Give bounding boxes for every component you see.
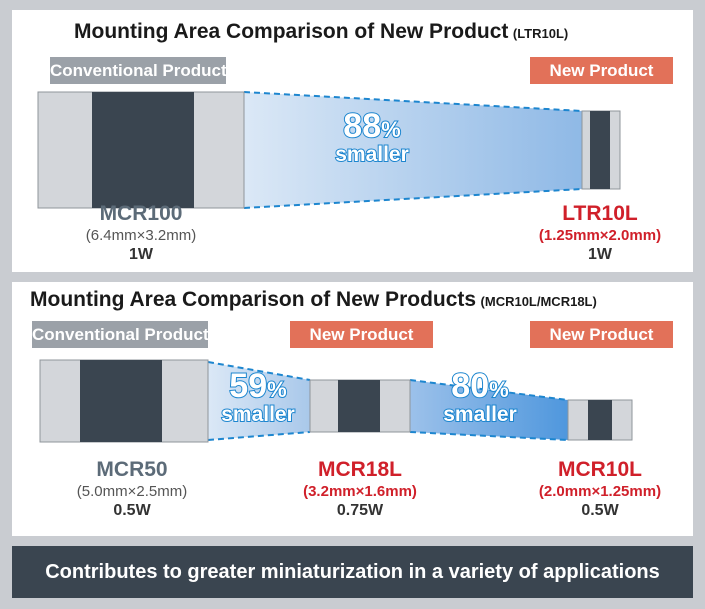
panel-title-sub: (MCR10L/MCR18L) [480,294,597,309]
size-comparison-graphic [37,91,621,209]
conventional-product-tag: Conventional Product [50,57,227,84]
mcr18l-resistor [309,379,411,433]
mcr100-label: MCR100 (6.4mm×3.2mm) 1W [71,202,211,265]
comparison-panel-ltr10l: Mounting Area Comparison of New Product … [12,10,693,272]
mcr18l-label: MCR18L (3.2mm×1.6mm) 0.75W [280,458,440,521]
product-power: 0.5W [113,502,151,519]
ltr10l-resistor [581,110,621,190]
product-name: MCR100 [99,202,183,225]
panel-title: Mounting Area Comparison of New Product … [74,20,568,44]
reduction-word: smaller [442,403,518,427]
shrink-funnel-59 [208,362,310,440]
product-dimensions: (6.4mm×3.2mm) [85,227,197,244]
size-comparison-graphic [39,359,633,443]
panel-title: Mounting Area Comparison of New Products… [30,288,597,312]
shrink-funnel-80 [410,380,568,440]
product-name: LTR10L [562,202,638,225]
new-product-tag: New Product [530,57,673,84]
reduction-word: smaller [334,143,410,167]
mcr10l-label: MCR10L (2.0mm×1.25mm) 0.5W [518,458,682,521]
reduction-59-label: 59% smaller [208,367,308,427]
reduction-unit: % [266,376,288,403]
product-dimensions: (3.2mm×1.6mm) [303,483,417,500]
mcr10l-resistor [567,399,633,441]
panel-title-main: Mounting Area Comparison of New Products [30,288,477,311]
product-name: MCR10L [557,458,642,481]
ltr10l-label: LTR10L (1.25mm×2.0mm) 1W [520,202,680,265]
product-power: 1W [588,246,612,263]
new-product-tag-mcr10l: New Product [530,321,673,348]
product-dimensions: (5.0mm×2.5mm) [76,483,188,500]
footer-banner: Contributes to greater miniaturization i… [12,546,693,598]
mcr50-resistor [39,359,209,443]
reduction-80-label: 80% smaller [430,367,530,427]
new-product-tag-mcr18l: New Product [290,321,433,348]
reduction-unit: % [380,116,402,143]
product-name: MCR50 [96,458,168,481]
conventional-product-tag: Conventional Product [32,321,209,348]
mcr50-label: MCR50 (5.0mm×2.5mm) 0.5W [62,458,202,521]
reduction-number: 80 [450,367,490,405]
reduction-88-label: 88% smaller [312,107,432,167]
product-power: 0.75W [336,502,384,519]
product-power: 1W [129,246,153,263]
product-dimensions: (2.0mm×1.25mm) [538,483,662,500]
product-power: 0.5W [581,502,619,519]
reduction-unit: % [488,376,510,403]
mcr100-resistor [37,91,245,209]
panel-title-main: Mounting Area Comparison of New Product [74,20,509,43]
reduction-word: smaller [220,403,296,427]
reduction-number: 59 [228,367,268,405]
shrink-funnel [244,92,582,208]
product-name: MCR18L [317,458,402,481]
panel-title-sub: (LTR10L) [512,26,569,41]
product-dimensions: (1.25mm×2.0mm) [538,227,662,244]
comparison-panel-mcr10l-mcr18l: Mounting Area Comparison of New Products… [12,282,693,536]
reduction-number: 88 [342,107,382,145]
